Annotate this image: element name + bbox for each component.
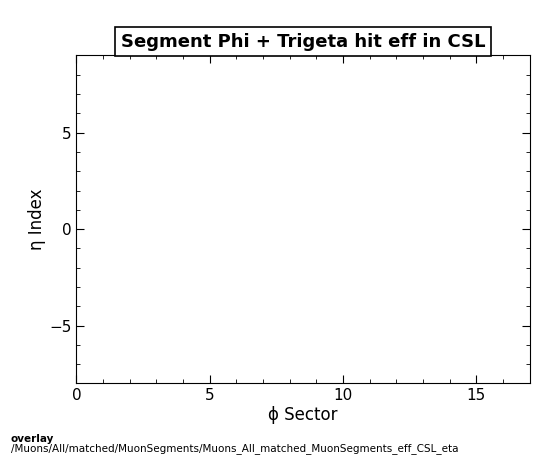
X-axis label: ϕ Sector: ϕ Sector xyxy=(268,406,338,424)
Text: overlay: overlay xyxy=(11,434,54,444)
Y-axis label: η Index: η Index xyxy=(28,188,46,250)
Text: /Muons/All/matched/MuonSegments/Muons_All_matched_MuonSegments_eff_CSL_eta: /Muons/All/matched/MuonSegments/Muons_Al… xyxy=(11,444,459,455)
Text: Segment Phi + Trigeta hit eff in CSL: Segment Phi + Trigeta hit eff in CSL xyxy=(121,33,485,51)
